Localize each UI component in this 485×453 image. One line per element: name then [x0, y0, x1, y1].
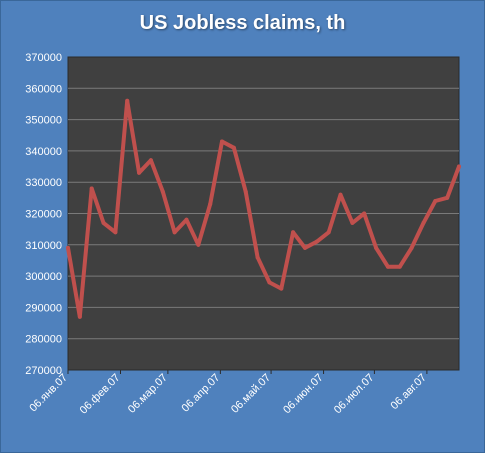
data-point	[374, 245, 379, 250]
y-tick-label: 310000	[25, 240, 62, 252]
data-point	[445, 195, 450, 200]
data-point	[89, 186, 94, 191]
x-tick-label: 06.янв.07	[27, 372, 70, 415]
y-tick-label: 290000	[25, 302, 62, 314]
y-tick-label: 350000	[25, 115, 62, 127]
data-point	[302, 245, 307, 250]
series-group	[66, 98, 461, 319]
data-point	[326, 230, 331, 235]
jobless-claims-line	[66, 98, 461, 319]
data-point	[125, 98, 130, 103]
y-tick-label: 360000	[25, 83, 62, 95]
y-tick-label: 320000	[25, 209, 62, 221]
x-tick-label: 06.мар.07	[126, 372, 170, 416]
y-tick-label: 370000	[25, 52, 62, 64]
data-point	[172, 230, 177, 235]
y-tick-label: 280000	[25, 334, 62, 346]
data-point	[231, 145, 236, 150]
x-tick-label: 06.май.07	[229, 372, 273, 416]
y-tick-label: 340000	[25, 146, 62, 158]
data-point	[101, 220, 106, 225]
data-point	[160, 189, 165, 194]
x-tick-label: 06.апр.07	[180, 372, 223, 415]
x-tick-label: 06.фев.07	[78, 372, 123, 417]
data-point	[421, 220, 426, 225]
data-point	[77, 314, 82, 319]
data-point	[338, 192, 343, 197]
data-point	[196, 242, 201, 247]
data-point	[66, 245, 70, 250]
gridlines	[68, 87, 459, 340]
data-point	[457, 164, 461, 169]
data-point	[397, 264, 402, 269]
x-axis-ticks: 06.янв.07 06.фев.07 06.мар.07 06.апр.07 06.м…	[27, 370, 429, 417]
y-tick-label: 330000	[25, 177, 62, 189]
data-point	[267, 280, 272, 285]
data-point	[113, 230, 118, 235]
data-point	[433, 198, 438, 203]
data-point	[314, 239, 319, 244]
data-point	[220, 139, 225, 144]
data-point	[184, 217, 189, 222]
data-point	[243, 189, 248, 194]
data-point	[409, 245, 414, 250]
data-point	[350, 220, 355, 225]
y-tick-label: 300000	[25, 271, 62, 283]
data-point	[385, 264, 390, 269]
data-point	[291, 230, 296, 235]
data-point	[255, 255, 260, 260]
data-point	[137, 170, 142, 175]
y-axis-ticks: 270000 280000 290000 300000 310000 320000 3300…	[25, 52, 62, 377]
data-point	[279, 286, 284, 291]
x-tick-label: 06.авг.07	[389, 372, 429, 412]
x-tick-label: 06.июл.07	[332, 372, 377, 417]
data-point	[208, 202, 213, 207]
chart-title: US Jobless claims, th	[139, 12, 346, 34]
data-point	[362, 211, 367, 216]
y-tick-label: 270000	[25, 365, 62, 377]
x-tick-label: 06.июн.07	[281, 372, 326, 417]
data-point	[148, 158, 153, 163]
